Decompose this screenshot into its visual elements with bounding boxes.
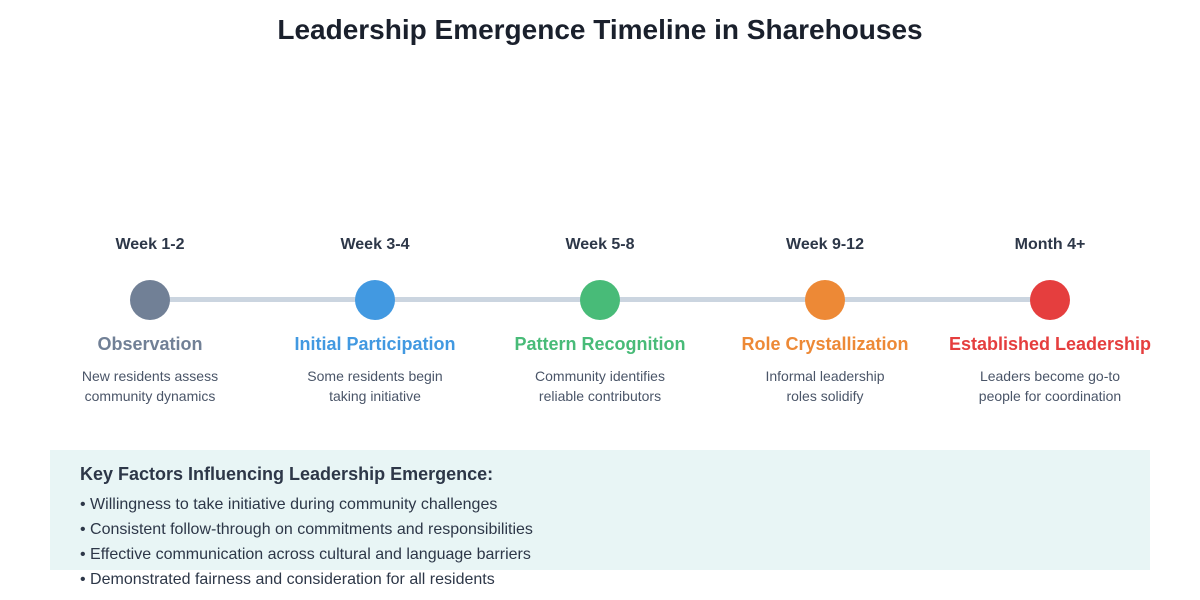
stage-description-line: community dynamics xyxy=(84,388,216,404)
key-factor-item: • Willingness to take initiative during … xyxy=(80,496,498,513)
diagram-title: Leadership Emergence Timeline in Shareho… xyxy=(277,14,923,45)
stage-period-label: Week 1-2 xyxy=(115,236,185,253)
stage-description-line: Informal leadership xyxy=(765,368,885,384)
stage-name: Initial Participation xyxy=(294,334,456,354)
stage-name: Established Leadership xyxy=(948,334,1152,354)
stage-description: Informal leadership roles solidify xyxy=(725,366,925,406)
stage-description-line: Leaders become go-to xyxy=(979,368,1121,384)
stage-description: Community identifies reliable contributo… xyxy=(500,366,700,406)
stage-period-label: Week 5-8 xyxy=(565,236,635,253)
key-factor-item: • Consistent follow-through on commitmen… xyxy=(80,521,533,538)
stage-marker-icon xyxy=(355,280,395,320)
stage-marker-icon xyxy=(580,280,620,320)
key-factors-title: Key Factors Influencing Leadership Emerg… xyxy=(80,464,494,484)
stage-period-label: Week 9-12 xyxy=(786,236,864,253)
stage-description-line: taking initiative xyxy=(329,388,421,404)
stage-marker-icon xyxy=(805,280,845,320)
stage-name: Observation xyxy=(97,334,203,354)
stage-description-line: reliable contributors xyxy=(538,388,662,404)
stage-description-line: Some residents begin xyxy=(307,368,443,384)
stage-description: Some residents begin taking initiative xyxy=(275,366,475,406)
stage-description-line: New residents assess xyxy=(81,368,219,384)
stage-period-label: Week 3-4 xyxy=(340,236,410,253)
stage-description-line: Community identifies xyxy=(535,368,665,384)
key-factor-item: • Demonstrated fairness and consideratio… xyxy=(80,571,495,588)
stage-description-line: roles solidify xyxy=(786,388,864,404)
stage-description-line: people for coordination xyxy=(978,388,1122,404)
key-factors-panel xyxy=(50,450,1150,570)
stage-name: Pattern Recognition xyxy=(514,334,686,354)
stage-name: Role Crystallization xyxy=(741,334,909,354)
key-factor-item: • Effective communication across cultura… xyxy=(80,546,531,563)
stage-period-label: Month 4+ xyxy=(1014,236,1086,253)
stage-marker-icon xyxy=(1030,280,1070,320)
stage-description: Leaders become go-to people for coordina… xyxy=(950,366,1150,406)
stage-description: New residents assess community dynamics xyxy=(50,366,250,406)
stage-marker-icon xyxy=(130,280,170,320)
